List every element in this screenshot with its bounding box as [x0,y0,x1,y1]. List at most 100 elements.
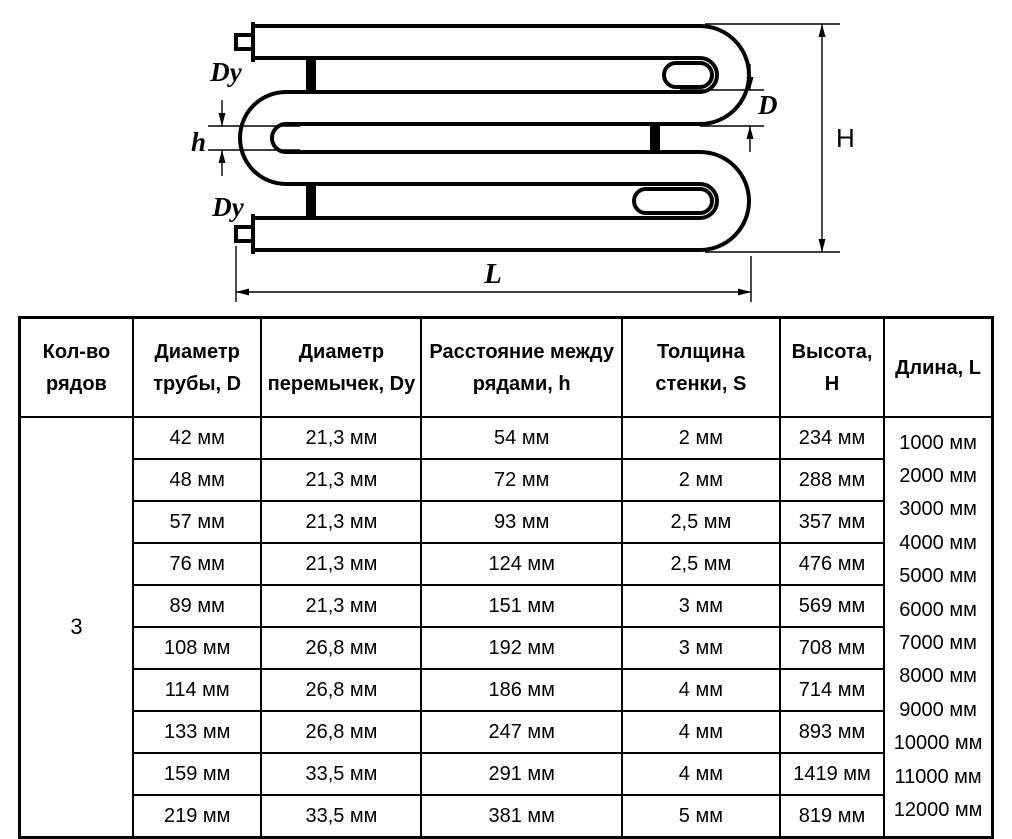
table-row: 89 мм 21,3 мм 151 мм 3 мм 569 мм [20,584,993,628]
outlet-stub-bottom [234,225,255,243]
table-row: 219 мм 33,5 мм 381 мм 5 мм 819 мм [20,794,993,839]
length-option: 10000 мм [893,732,983,755]
cell-height: 288 мм [778,458,886,502]
table-row: 57 мм 21,3 мм 93 мм 2,5 мм 357 мм [20,500,993,544]
cell-dy: 21,3 мм [260,416,423,460]
jumper-middle-right [650,122,660,154]
cell-h: 72 мм [420,458,623,502]
length-option: 5000 мм [899,565,977,588]
D-arrow-up [746,126,754,139]
h-arrow-down [218,113,226,126]
cell-height: 714 мм [778,668,886,712]
D-arrow-down [746,77,754,90]
cell-dy: 33,5 мм [260,794,423,839]
L-arrow-left [236,288,249,296]
L-arrow-right [738,288,751,296]
length-option: 6000 мм [899,598,977,621]
length-option: 7000 мм [899,632,977,654]
length-option: 12000 мм [893,798,983,821]
table-row: 108 мм 26,8 мм 192 мм 3 мм 708 мм [20,626,993,670]
cell-h: 186 мм [420,668,623,712]
length-option: 1000 мм [899,431,977,454]
cell-dy: 21,3 мм [260,584,423,628]
cell-d: 159 мм [131,752,263,796]
cell-s: 2 мм [620,458,781,502]
cell-h: 247 мм [420,710,623,754]
cell-height: 819 мм [778,794,886,839]
cell-d: 89 мм [131,584,263,628]
Dy-label-bottom: Dy [211,192,244,222]
table-row: 48 мм 21,3 мм 72 мм 2 мм 288 мм [20,458,993,502]
cell-s: 4 мм [620,710,781,754]
cell-d: 114 мм [131,668,263,712]
cell-height: 569 мм [778,584,886,628]
cell-s: 3 мм [620,584,781,628]
dimension-L [235,246,752,302]
cell-s: 2 мм [620,416,781,460]
cell-dy: 21,3 мм [260,500,423,544]
table-row: 3 42 мм 21,3 мм 54 мм 2 мм 234 мм 1000 м… [18,416,994,839]
cell-dy: 21,3 мм [260,542,423,586]
col-header-height: Высота, H [778,316,886,418]
cell-height: 893 мм [778,710,886,754]
cell-h: 381 мм [420,794,623,839]
length-option: 3000 мм [899,498,977,521]
H-label: H [836,123,855,153]
bend-inner-gap-bottom [632,187,714,215]
cell-s: 5 мм [620,794,781,839]
L-label: L [483,258,502,290]
H-arrow-up [818,24,826,37]
cell-s: 2,5 мм [620,542,781,586]
h-arrow-up [218,150,226,163]
cell-d: 76 мм [131,542,263,586]
cell-dy: 26,8 мм [260,626,423,670]
cell-h: 291 мм [420,752,623,796]
cell-d: 57 мм [131,500,263,544]
cell-d: 219 мм [131,794,263,839]
cell-s: 4 мм [620,668,781,712]
dimension-H [705,23,840,253]
col-header-rows-count: Кол-во рядов [18,316,134,418]
bend-inner-gap-top [662,61,714,89]
table-row: 133 мм 26,8 мм 247 мм 4 мм 893 мм [20,710,993,754]
col-header-wall-thickness: Толщина стенки, S [620,316,781,418]
length-option: 4000 мм [899,531,977,554]
table-row: 76 мм 21,3 мм 124 мм 2,5 мм 476 мм [20,542,993,586]
D-label: D [757,90,778,120]
cell-h: 93 мм [420,500,623,544]
cell-d: 48 мм [131,458,263,502]
col-header-row-spacing: Расстояние между рядами, h [420,316,623,418]
inlet-stub-top [234,33,255,51]
cell-dy: 26,8 мм [260,668,423,712]
cell-s: 4 мм [620,752,781,796]
col-header-pipe-diameter: Диаметр трубы, D [131,316,263,418]
serpentine-register-diagram: h D H L Dy Dy [191,22,855,302]
cell-height: 476 мм [778,542,886,586]
register-drawing: h D H L Dy Dy [0,0,1012,316]
table-row: 159 мм 33,5 мм 291 мм 4 мм 1419 мм [20,752,993,796]
header-row: Кол-во рядов Диаметр трубы, D Диаметр пе… [18,316,994,418]
cell-height: 357 мм [778,500,886,544]
cell-dy: 26,8 мм [260,710,423,754]
H-arrow-down [818,239,826,252]
jumper-bottom-left [306,182,316,220]
jumper-top-left [306,56,316,94]
table-row: 114 мм 26,8 мм 186 мм 4 мм 714 мм [20,668,993,712]
length-option: 9000 мм [899,698,977,721]
cell-s: 2,5 мм [620,500,781,544]
cell-s: 3 мм [620,626,781,670]
cell-dy: 33,5 мм [260,752,423,796]
cell-height: 234 мм [778,416,886,460]
pipe-coil-bore [242,28,747,248]
Dy-label-top: Dy [209,57,242,87]
cell-h: 151 мм [420,584,623,628]
spec-table: Кол-во рядов Диаметр трубы, D Диаметр пе… [18,316,994,839]
cell-height: 708 мм [778,626,886,670]
length-option: 8000 мм [899,665,977,688]
length-option: 2000 мм [899,465,977,488]
col-header-length: Длина, L [883,316,994,418]
cell-d: 133 мм [131,710,263,754]
cell-d: 108 мм [131,626,263,670]
cell-h: 192 мм [420,626,623,670]
length-option: 11000 мм [894,765,982,788]
